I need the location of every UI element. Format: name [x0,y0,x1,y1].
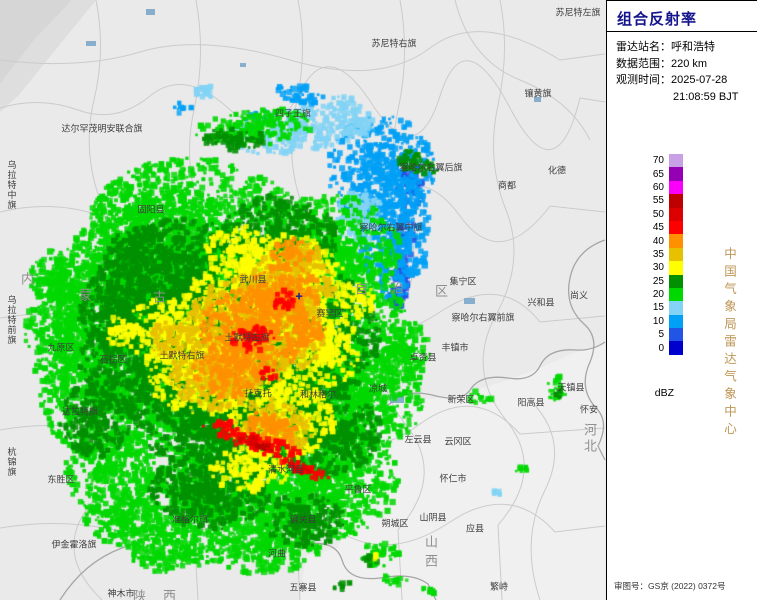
map-label: 乌拉特前旗 [6,295,17,345]
obs-time-row: 观测时间：2025-07-28 [616,72,738,89]
map-label: 石拐区 [99,354,127,365]
radar-map: 达尔罕茂明安联合旗 四子王旗 苏尼特右旗 苏尼特左旗镶黄旗化德商都 察哈尔右翼后旗察哈尔… [0,0,606,600]
map-label: 伊金霍洛旗 [51,539,97,550]
legend-unit-label: dBZ [654,387,674,399]
map-label: 治 [390,280,406,296]
map-label: 察哈尔右翼中旗 [359,222,423,233]
legend-step: 30 [645,261,683,275]
legend-step: 0 [645,341,683,355]
map-label: 商都 [497,180,517,191]
map-label: 朔城区 [381,518,409,529]
legend-step: 25 [645,274,683,288]
map-label: 武川县 [239,274,267,285]
map-label: 自 [354,281,370,297]
map-label: 卓资县 [409,352,437,363]
map-label: 九原区 [47,342,75,353]
title-divider [607,31,757,32]
obs-time-label: 观测时间： [616,74,671,86]
map-label: 准格尔旗 [171,514,209,525]
map-label: 古 [152,289,168,305]
radar-station-marker: + [295,288,303,304]
legend-step: 35 [645,247,683,262]
map-label: 应县 [465,523,485,534]
map-label: 土默特右旗 [159,350,205,361]
station-name-value: 呼和浩特 [671,41,715,53]
map-label: 五寨县 [289,582,317,593]
data-range-row: 数据范围：220 km [616,56,738,73]
map-label: 阳高县 [517,397,545,408]
map-label: 怀仁市 [439,473,467,484]
map-label: 和林格尔 [299,389,337,400]
map-approval-number: 审图号：GS京 (2022) 0372号 [614,581,726,591]
map-label: 察哈尔右翼后旗 [399,162,463,173]
map-label: 尚义 [569,290,589,301]
map-label: 河曲 [267,548,287,559]
legend-step: 10 [645,314,683,329]
map-label: 兴和县 [527,297,555,308]
map-label: 集宁区 [449,276,477,287]
map-label: 山阴县 [419,512,447,523]
map-label: 赛罕区 [316,308,344,319]
map-label: 偏关县 [289,514,317,525]
map-label: 乌拉特中旗 [6,160,17,210]
map-label: 区 [434,283,450,299]
map-label: 达尔罕茂明安联合旗 [61,123,143,134]
map-label: 固阳县 [137,204,165,215]
legend-step: 45 [645,220,683,235]
legend-step: 55 [645,194,683,208]
map-label: 左云县 [404,434,432,445]
map-label: 四子王旗 [274,108,312,119]
map-label: 陕 [132,588,148,600]
radar-info-block: 雷达站名：呼和浩特 数据范围：220 km 观测时间：2025-07-28 21… [616,39,738,105]
map-label: 山 [424,534,440,550]
map-label: 平鲁区 [344,484,372,495]
map-label: 新荣区 [447,394,475,405]
legend-step: 65 [645,167,683,181]
legend-step: 20 [645,287,683,302]
map-label: 察哈尔右翼前旗 [451,312,515,323]
legend-step: 50 [645,207,683,221]
obs-clock-value: 21:08:59 BJT [673,90,739,103]
map-label: 清水河县 [267,464,305,475]
info-panel: 组合反射率 雷达站名：呼和浩特 数据范围：220 km 观测时间：2025-07… [606,0,757,600]
station-name-label: 雷达站名： [616,41,671,53]
map-label: 神木市 [107,588,135,599]
map-label: 繁峙 [489,581,509,592]
radar-echo-canvas [0,0,606,600]
map-label: 蒙 [78,287,94,303]
agency-watermark: 中国气象局雷达气象中心 [722,247,736,440]
product-title: 组合反射率 [617,11,698,28]
data-range-label: 数据范围： [616,57,671,70]
map-label: 化德 [547,165,567,176]
map-label: 北 [583,438,599,454]
station-name-row: 雷达站名：呼和浩特 [616,39,738,56]
map-label: 内 [20,271,36,287]
legend-step: 70 [645,154,683,168]
map-label: 托克托 [244,388,272,399]
legend-step: 60 [645,180,683,195]
obs-date-value: 2025-07-28 [671,74,728,86]
map-label: 苏尼特左旗 [555,7,601,18]
map-label: 云冈区 [444,436,472,447]
map-label: 西 [162,588,178,600]
obs-clock-row: 21:08:59 BJT [616,89,738,106]
map-label: 苏尼特右旗 [371,38,417,49]
map-label: 镶黄旗 [524,88,552,99]
map-label: 凉城 [368,383,388,394]
legend-step: 15 [645,301,683,315]
map-label: 西 [424,553,440,569]
map-label: 土默特左旗 [224,332,270,343]
data-range-value: 220 km [671,57,708,70]
map-label: 杭锦旗 [6,447,17,477]
map-label: 东胜区 [47,474,75,485]
legend-step: 5 [645,328,683,342]
map-label: 怀安 [579,404,599,415]
map-label: 丰镇市 [441,342,469,353]
map-label: 天镇县 [557,382,585,393]
dbz-legend: 70 65 60 55 50 45 40 35 30 25 20 15 10 5 0 [645,154,683,355]
map-label: 达拉特旗 [61,406,99,417]
legend-step: 40 [645,234,683,248]
map-label: 河 [583,422,599,438]
